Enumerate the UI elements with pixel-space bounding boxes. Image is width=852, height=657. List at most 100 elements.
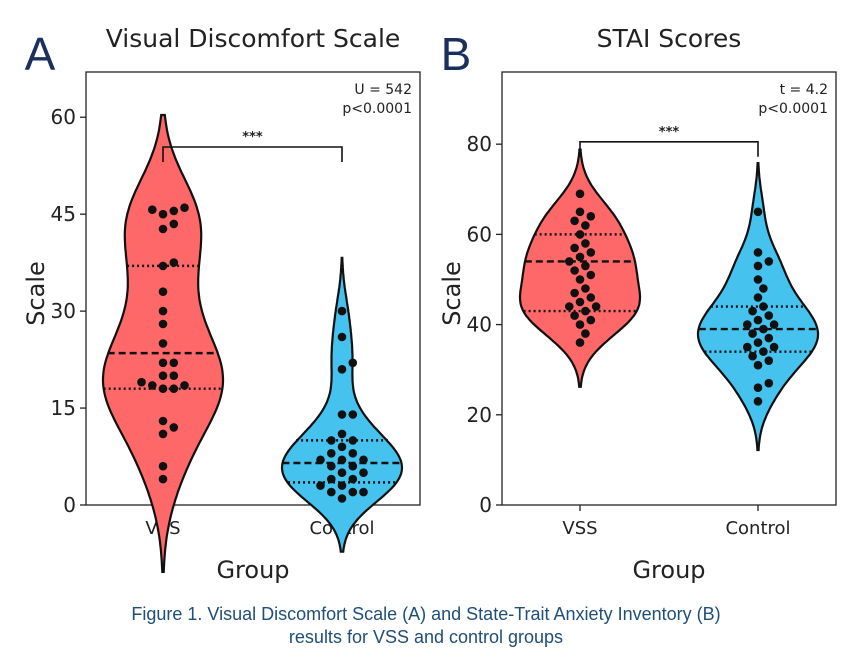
data-point [158,474,168,484]
data-point [764,378,774,388]
data-point [570,216,579,226]
data-point [337,332,347,342]
panel-letter: A [25,28,56,80]
y-tick-label: 0 [479,493,492,517]
data-point [759,302,768,311]
data-point [575,252,585,262]
data-point [348,461,358,471]
data-point [359,455,368,465]
y-tick-label: 0 [63,493,76,517]
data-point [570,243,579,253]
data-point [348,449,358,458]
data-point [753,293,763,302]
data-point [158,224,168,234]
data-point [764,257,774,266]
data-point [169,358,179,368]
data-point [316,455,325,465]
data-point [327,449,336,458]
data-point [158,339,168,348]
data-point [158,358,168,368]
data-point [570,288,579,298]
y-tick-label: 60 [51,105,76,129]
data-point [575,297,585,307]
data-point [748,306,757,316]
data-point [586,293,596,302]
x-tick-label: Control [725,518,790,539]
data-point [348,436,358,445]
data-point [753,248,763,257]
significance-bracket [579,140,759,157]
data-point [158,371,168,381]
data-point [753,275,763,284]
data-point [575,275,585,284]
violin-body [518,148,642,388]
data-point [337,455,347,465]
y-tick-label: 45 [51,202,76,226]
violin-body [280,256,404,553]
data-point [327,487,336,497]
data-point [753,338,763,347]
data-point [348,474,358,484]
data-point [158,287,168,297]
data-point [581,329,590,338]
data-point [753,261,763,271]
data-point [348,487,358,497]
data-point [581,221,590,230]
data-point [575,338,585,347]
data-point [148,381,157,390]
data-point [137,377,146,387]
data-point [581,261,590,271]
data-point [316,481,325,490]
data-point [337,410,347,419]
data-point [753,383,763,393]
figure-caption-line-1: Figure 1. Visual Discomfort Scale (A) an… [131,604,721,624]
data-point [337,429,347,439]
data-point [565,302,574,311]
chart-panel-b: B STAI Scores 0 20 40 60 80 VSS Control Group Scal… [438,24,837,584]
data-point [158,209,168,219]
data-point [753,360,763,370]
data-point [759,347,768,356]
data-point [575,207,585,217]
data-point [764,356,774,366]
data-point [748,351,757,361]
data-point [337,306,347,316]
data-point [337,468,347,478]
data-point [359,468,368,478]
data-point [169,206,179,216]
chart-title: Visual Discomfort Scale [106,24,401,53]
data-point [753,315,763,325]
data-point [158,261,168,271]
y-tick-label: 40 [467,313,492,337]
data-point [169,384,179,394]
data-point [158,319,168,329]
y-tick-label: 60 [467,222,492,246]
y-tick-label: 20 [467,403,492,427]
panel-letter: B [441,28,472,80]
data-point [158,429,168,439]
y-tick-label: 80 [467,132,492,156]
violin-control [280,256,404,553]
data-point [743,342,752,352]
data-point [169,423,179,432]
data-point [759,284,768,293]
data-point [581,306,590,316]
significance-stars: *** [659,125,680,140]
data-point [581,239,590,248]
data-point [180,381,189,390]
x-tick-label: VSS [562,518,597,539]
data-point [337,365,347,374]
data-point [575,230,585,239]
data-point [169,258,179,267]
stat-annotation-line: U = 542 [354,82,412,98]
data-point [764,333,774,343]
y-tick-label: 15 [51,396,76,420]
data-point [586,315,596,325]
data-point [169,371,179,381]
stat-annotation-line: p<0.0001 [758,101,828,117]
data-point [148,205,157,214]
data-point [327,461,336,471]
data-point [348,410,358,419]
y-axis-label: Scale [438,261,466,326]
